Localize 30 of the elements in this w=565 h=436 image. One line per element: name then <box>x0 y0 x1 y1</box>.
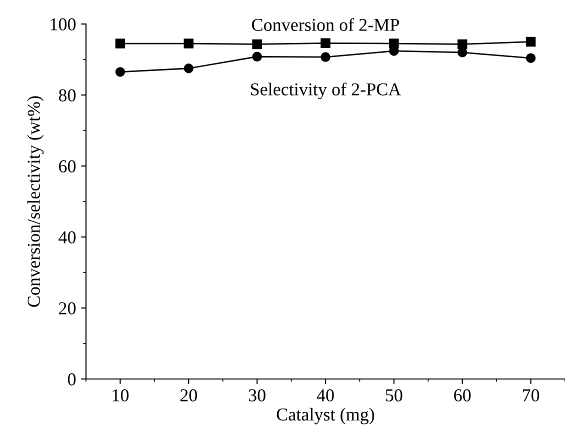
point <box>184 38 194 48</box>
point <box>320 38 330 48</box>
y-tick-label: 0 <box>68 373 76 386</box>
point <box>526 36 536 47</box>
x-tick-label: 10 <box>112 389 129 402</box>
y-tick-label: 40 <box>58 231 76 244</box>
point <box>115 67 126 77</box>
point <box>457 48 468 58</box>
point <box>184 64 194 74</box>
point <box>115 38 126 48</box>
x-axis-title: Catalyst (mg) <box>276 408 374 424</box>
x-tick-label: 70 <box>522 389 540 402</box>
y-tick-label: 100 <box>50 18 76 30</box>
point <box>252 39 262 50</box>
y-axis-title: Conversion/selectivity (wt%) <box>27 96 44 307</box>
point <box>252 52 262 62</box>
x-tick-label: 20 <box>180 389 197 402</box>
y-tick-label: 60 <box>59 160 76 172</box>
point <box>389 38 399 48</box>
x-tick-label: 30 <box>248 389 266 402</box>
x-tick-label: 60 <box>454 389 471 402</box>
x-tick-label: 50 <box>386 389 402 402</box>
y-tick-label: 80 <box>58 89 76 102</box>
x-tick-label: 40 <box>316 389 334 402</box>
point <box>457 39 468 50</box>
series-label: Selectivity of 2-PCA <box>250 82 402 100</box>
point <box>320 52 330 62</box>
point <box>526 53 536 63</box>
y-tick-label: 20 <box>59 302 76 314</box>
series-label: Conversion of 2-MP <box>252 18 400 31</box>
